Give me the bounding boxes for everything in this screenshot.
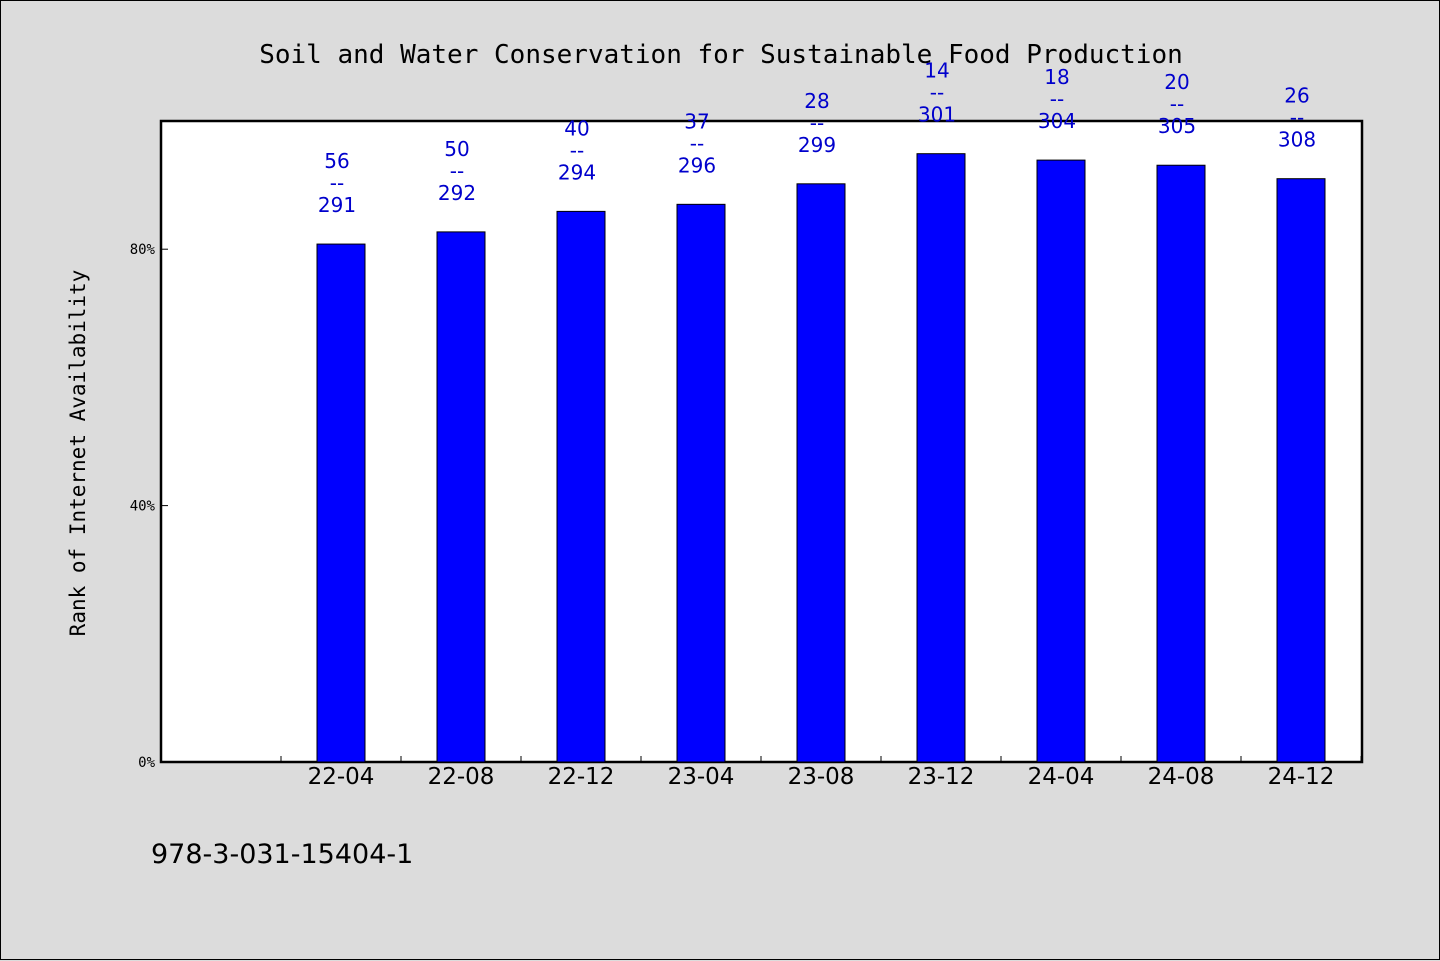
bar-22-04 bbox=[316, 243, 366, 763]
bar-24-08 bbox=[1156, 164, 1206, 763]
bar-24-04 bbox=[1036, 159, 1086, 763]
chart-title: Soil and Water Conservation for Sustaina… bbox=[259, 40, 1183, 70]
data-label-23-08-2: 299 bbox=[798, 133, 836, 157]
data-label-23-04-2: 296 bbox=[678, 153, 716, 177]
data-label-24-04-0: 18 bbox=[1044, 65, 1069, 89]
data-label-23-12-0: 14 bbox=[924, 59, 949, 83]
x-axis: 22-04 22-08 22-12 23-04 23-08 23-12 24-04 24-08… bbox=[280, 756, 1362, 790]
bars-group bbox=[316, 153, 1326, 763]
data-label-23-08-1: -- bbox=[810, 111, 824, 135]
data-label-23-04-1: -- bbox=[690, 131, 704, 155]
y-axis-label: Rank of Internet Availability bbox=[66, 270, 90, 637]
data-label-24-12-2: 308 bbox=[1278, 128, 1316, 152]
bar-23-12 bbox=[916, 153, 966, 763]
data-label-22-04-0: 56 bbox=[324, 149, 349, 173]
data-labels-group: 56--29150--29240--29437--29628--29914--3… bbox=[318, 59, 1316, 217]
data-label-23-04-0: 37 bbox=[684, 109, 709, 133]
x-tick-label: 24-12 bbox=[1268, 764, 1335, 790]
x-tick-label: 24-04 bbox=[1028, 764, 1095, 790]
data-label-23-08-0: 28 bbox=[804, 89, 829, 113]
data-label-23-12-2: 301 bbox=[918, 103, 956, 127]
data-label-24-12-1: -- bbox=[1290, 106, 1304, 130]
bar-24-12 bbox=[1276, 178, 1326, 763]
bar-23-04 bbox=[676, 203, 726, 763]
y-tick-label: 40% bbox=[130, 499, 156, 515]
x-tick-label: 23-08 bbox=[788, 764, 855, 790]
data-label-22-12-0: 40 bbox=[564, 116, 589, 140]
data-label-22-12-1: -- bbox=[570, 138, 584, 162]
data-label-22-04-2: 291 bbox=[318, 193, 356, 217]
data-label-22-08-0: 50 bbox=[444, 137, 469, 161]
data-label-23-12-1: -- bbox=[930, 81, 944, 105]
x-tick-label: 23-04 bbox=[668, 764, 735, 790]
x-tick-label: 22-08 bbox=[428, 764, 495, 790]
data-label-22-12-2: 294 bbox=[558, 160, 596, 184]
data-label-22-04-1: -- bbox=[330, 171, 344, 195]
data-label-24-08-0: 20 bbox=[1164, 70, 1189, 94]
data-label-24-12-0: 26 bbox=[1284, 84, 1309, 108]
y-tick-label: 0% bbox=[138, 755, 155, 771]
data-label-24-08-2: 305 bbox=[1158, 114, 1196, 138]
data-label-24-08-1: -- bbox=[1170, 92, 1184, 116]
y-axis: 0% 40% 80% bbox=[130, 242, 168, 771]
x-tick-label: 22-12 bbox=[548, 764, 615, 790]
bar-22-12 bbox=[556, 210, 606, 763]
bar-22-08 bbox=[436, 231, 486, 763]
y-tick-label: 80% bbox=[130, 242, 156, 258]
data-label-22-08-1: -- bbox=[450, 159, 464, 183]
x-tick-label: 24-08 bbox=[1148, 764, 1215, 790]
data-label-24-04-1: -- bbox=[1050, 87, 1064, 111]
x-tick-label: 23-12 bbox=[908, 764, 975, 790]
bar-23-08 bbox=[796, 183, 846, 763]
footer-isbn: 978-3-031-15404-1 bbox=[151, 839, 413, 870]
x-tick-label: 22-04 bbox=[308, 764, 375, 790]
data-label-24-04-2: 304 bbox=[1038, 109, 1076, 133]
data-label-22-08-2: 292 bbox=[438, 181, 476, 205]
